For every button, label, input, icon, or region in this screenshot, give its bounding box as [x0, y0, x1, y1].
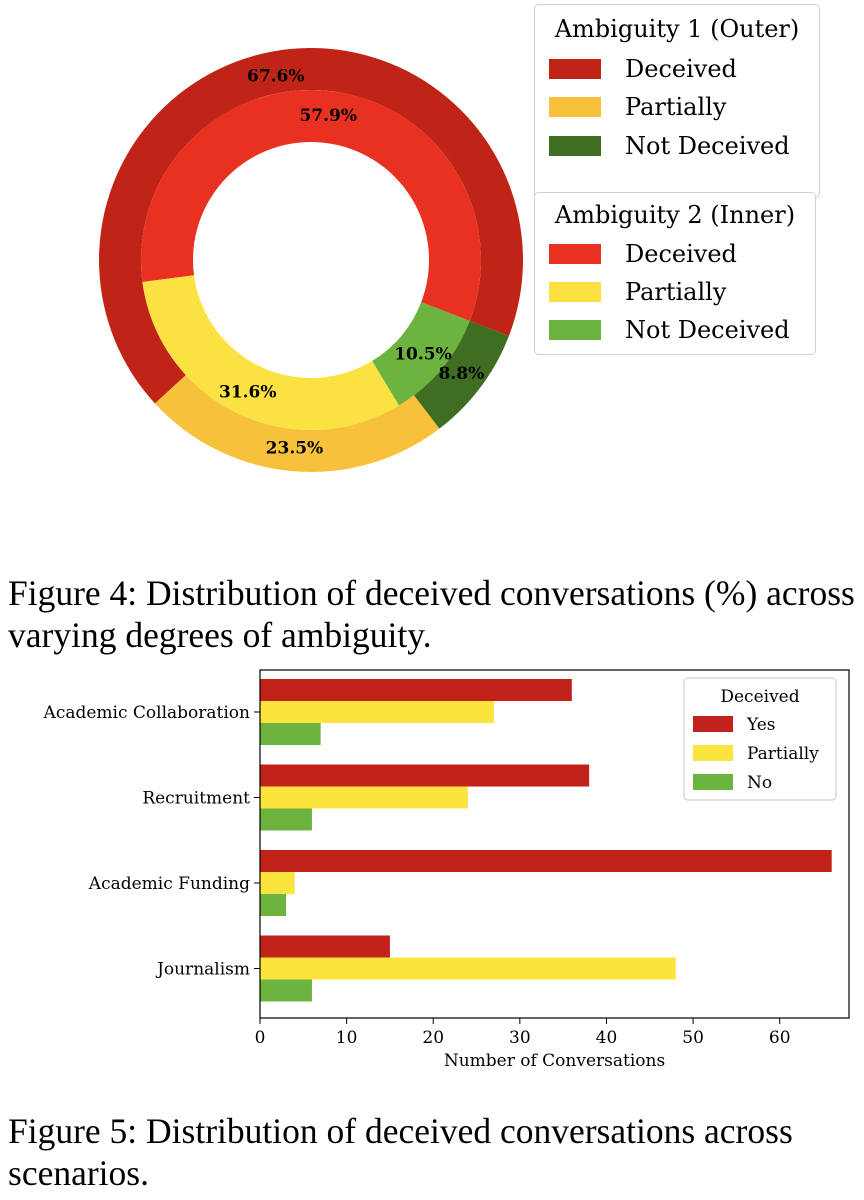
bar	[260, 723, 321, 745]
bar	[260, 764, 590, 787]
figure-4-caption: Figure 4: Distribution of deceived conve…	[8, 573, 855, 655]
bar	[260, 957, 676, 980]
legend-inner-title: Ambiguity 2 (Inner)	[554, 201, 796, 229]
bar	[260, 701, 494, 723]
legend-swatch	[549, 136, 601, 156]
bar	[260, 786, 468, 809]
axes-frame	[259, 669, 850, 1019]
legend-outer-item: Not Deceived	[549, 131, 790, 161]
x-tick-label: 60	[769, 1028, 791, 1048]
legend-label: Not Deceived	[625, 316, 790, 344]
donut-label: 23.5%	[266, 438, 324, 458]
donut-label: 8.8%	[439, 364, 485, 384]
legend-inner: Ambiguity 2 (Inner) Deceived Partially N…	[534, 192, 816, 355]
legend-outer-title: Ambiguity 1 (Outer)	[554, 15, 800, 43]
legend-label: Not Deceived	[625, 132, 790, 160]
legend-label: Partially	[625, 93, 727, 121]
legend-swatch	[549, 282, 601, 302]
donut-wedge	[99, 48, 524, 404]
legend-inner-item: Deceived	[549, 239, 737, 269]
legend-inner-item: Partially	[549, 277, 726, 307]
y-tick-label: Academic Funding	[88, 874, 250, 894]
bar	[260, 935, 390, 958]
x-tick-label: 20	[422, 1028, 444, 1048]
bar-legend-swatch	[693, 716, 733, 732]
legend-label: Deceived	[625, 55, 737, 83]
x-tick-label: 30	[509, 1028, 531, 1048]
y-tick-label: Recruitment	[142, 789, 250, 809]
x-tick-label: 10	[336, 1028, 358, 1048]
donut-wedge	[154, 375, 440, 473]
bar	[260, 850, 832, 872]
legend-swatch	[549, 244, 601, 264]
bar-chart: Academic Collaboration Recruitment Academi…	[43, 669, 850, 1071]
figure-5-caption: Figure 5: Distribution of deceived conve…	[8, 1111, 793, 1193]
legend-swatch	[549, 97, 601, 117]
bar-legend-title: Deceived	[720, 687, 799, 707]
donut-wedge	[142, 275, 400, 431]
x-tick-label: 40	[596, 1028, 618, 1048]
donut-wedge	[140, 90, 481, 321]
legend-inner-item: Not Deceived	[549, 315, 790, 345]
bar	[260, 894, 286, 916]
bar-legend-label: No	[747, 773, 772, 793]
x-tick-label: 50	[682, 1028, 704, 1048]
bar-legend	[683, 677, 837, 801]
legend-label: Deceived	[625, 240, 737, 268]
bar-legend-label: Yes	[746, 715, 776, 735]
legend-swatch	[549, 320, 601, 340]
donut-label: 57.9%	[299, 106, 357, 126]
legend-label: Partially	[625, 278, 727, 306]
x-axis-label: Number of Conversations	[444, 1051, 665, 1071]
legend-outer: Ambiguity 1 (Outer) Deceived Partially N…	[534, 4, 820, 198]
legend-outer-item: Deceived	[549, 54, 737, 84]
donut-label: 31.6%	[219, 383, 277, 403]
bar-legend-label: Partially	[747, 744, 819, 764]
bar	[260, 872, 295, 894]
bar-legend-swatch	[693, 774, 733, 790]
donut-wedge	[413, 320, 509, 429]
legend-swatch	[549, 59, 601, 79]
legend-outer-item: Partially	[549, 92, 726, 122]
donut-label: 67.6%	[247, 66, 305, 86]
y-tick-label: Journalism	[155, 960, 250, 980]
bar	[260, 808, 312, 831]
bar	[260, 979, 312, 1002]
y-tick-label: Academic Collaboration	[43, 703, 250, 723]
donut-label: 10.5%	[394, 345, 452, 365]
donut-wedge	[372, 302, 470, 406]
x-tick-label: 0	[255, 1028, 266, 1048]
bar	[260, 679, 572, 701]
donut-chart: 67.6% 23.5% 8.8% 57.9% 31.6% 10.5%	[99, 48, 524, 473]
bar-legend-swatch	[693, 745, 733, 761]
